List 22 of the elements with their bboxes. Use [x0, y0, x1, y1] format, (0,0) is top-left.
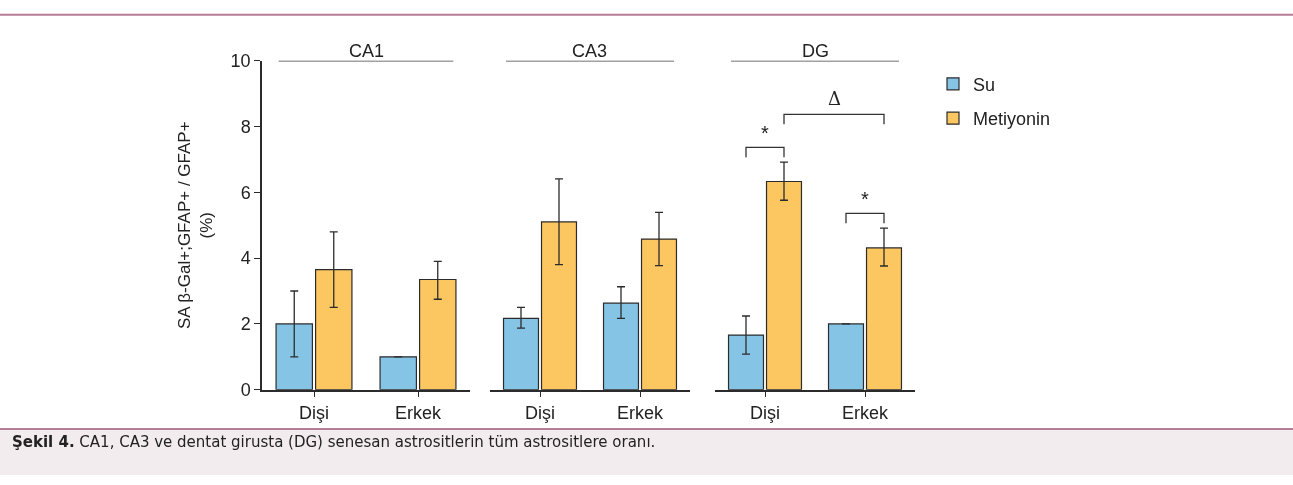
- legend-label: Su: [973, 74, 996, 95]
- annotation: *: [761, 122, 769, 144]
- annotation: *: [861, 188, 869, 210]
- x-tick-label: Dişi: [750, 403, 780, 424]
- chart-title: CA3: [572, 41, 608, 61]
- y-tick-label: 0: [240, 379, 251, 400]
- x-tick-label: Dişi: [525, 403, 555, 424]
- y-tick-label: 2: [240, 314, 251, 335]
- y-tick-label: 6: [240, 182, 251, 203]
- legend-label: Metiyonin: [973, 109, 1051, 130]
- x-tick-label: Erkek: [841, 403, 889, 424]
- y-tick-label: 8: [240, 116, 251, 137]
- y-tick-label: 4: [240, 248, 251, 269]
- x-tick-label: Erkek: [394, 403, 442, 424]
- x-tick-label: Dişi: [299, 403, 329, 424]
- chart-title: DG: [802, 41, 829, 61]
- y-tick-label: 10: [230, 51, 251, 72]
- chart-title: CA1: [349, 41, 385, 61]
- annotation: Δ: [828, 88, 841, 109]
- text: Şekil 4. CA1, CA3 ve dentat girusta (DG) senesan astrositlerin tüm astrositlere oranı.: [12, 433, 656, 451]
- y-axis-title: SA β-Gal+;GFAP+ / GFAP+ (%): [174, 121, 216, 330]
- x-tick-label: Erkek: [616, 403, 664, 424]
